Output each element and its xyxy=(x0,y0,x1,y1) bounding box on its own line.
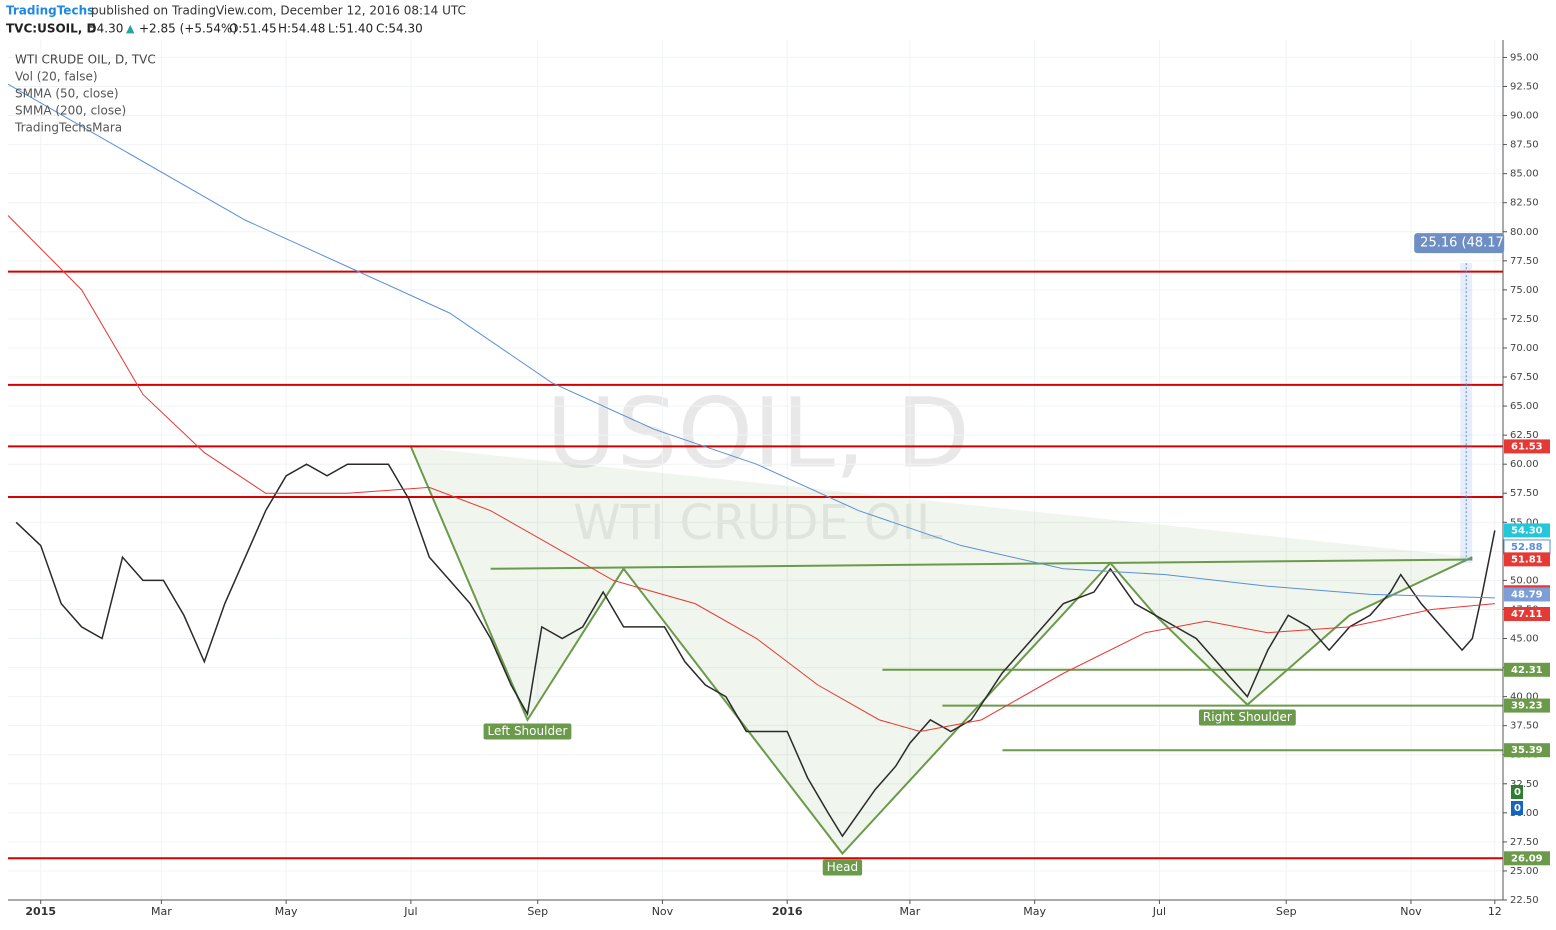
x-tick-label: 12 xyxy=(1488,905,1502,918)
y-tick-label: 45.00 xyxy=(1510,634,1539,645)
watermark-name: WTI CRUDE OIL xyxy=(573,495,943,551)
pattern-label-bg xyxy=(822,859,863,876)
legend-vol: Vol (20, false) xyxy=(15,70,98,84)
y-tick-label: 32.50 xyxy=(1510,779,1539,790)
x-tick-label: May xyxy=(275,905,298,918)
indicator-label-bg xyxy=(1511,801,1523,815)
price-label: 39.23 xyxy=(1511,701,1543,712)
price-label-bg xyxy=(1504,851,1550,866)
close: C:54.30 xyxy=(376,22,423,36)
y-tick-label: 25.00 xyxy=(1510,866,1539,877)
open: O:51.45 xyxy=(229,22,277,36)
x-tick-label: Sep xyxy=(1276,905,1297,918)
x-tick-label: Mar xyxy=(151,905,172,918)
y-tick-label: 75.00 xyxy=(1510,285,1539,296)
x-tick-label: 2016 xyxy=(772,905,803,918)
y-tick-label: 62.50 xyxy=(1510,430,1539,441)
pattern-label: Head xyxy=(827,860,858,874)
y-tick-label: 50.00 xyxy=(1510,575,1539,586)
price-label: 51.81 xyxy=(1511,554,1543,565)
x-tick-label: Mar xyxy=(900,905,921,918)
price-label-bg xyxy=(1504,662,1550,677)
price-label-bg xyxy=(1504,743,1550,758)
x-tick-label: 2015 xyxy=(25,905,56,918)
price-label: 48.79 xyxy=(1511,589,1543,600)
x-tick-label: Sep xyxy=(527,905,548,918)
y-tick-label: 37.50 xyxy=(1510,721,1539,732)
pattern-area xyxy=(410,446,1473,854)
legend-smma50: SMMA (50, close) xyxy=(15,87,119,101)
y-tick-label: 70.00 xyxy=(1510,343,1539,354)
y-tick-label: 27.50 xyxy=(1510,837,1539,848)
y-tick-label: 80.00 xyxy=(1510,227,1539,238)
price-line xyxy=(8,215,1495,732)
y-tick-label: 72.50 xyxy=(1510,314,1539,325)
y-tick-label: 82.50 xyxy=(1510,198,1539,209)
y-tick-label: 40.00 xyxy=(1510,692,1539,703)
price-line xyxy=(15,463,1496,838)
price-label-bg xyxy=(1504,587,1550,602)
y-tick-label: 77.50 xyxy=(1510,256,1539,267)
publisher[interactable]: TradingTechs xyxy=(6,4,94,18)
symbol: TVC:USOIL, D xyxy=(6,22,97,36)
y-tick-label: 95.00 xyxy=(1510,52,1539,63)
x-tick-label: Jul xyxy=(1152,905,1166,918)
measure-label-bg xyxy=(1414,233,1505,254)
pattern-label: Right Shoulder xyxy=(1203,710,1292,724)
pattern-label-bg xyxy=(483,723,572,740)
y-tick-label: 85.00 xyxy=(1510,169,1539,180)
measure-label: 25.16 (48.17% xyxy=(1420,236,1516,251)
indicator-label: 0 xyxy=(1514,787,1521,798)
legend-smma200: SMMA (200, close) xyxy=(15,104,126,118)
low: L:51.40 xyxy=(328,22,373,36)
y-tick-label: 92.50 xyxy=(1510,81,1539,92)
price-label-bg xyxy=(1504,523,1550,538)
price-label-bg xyxy=(1504,698,1550,713)
y-tick-label: 22.50 xyxy=(1510,895,1539,906)
watermark: USOIL, D WTI CRUDE OIL xyxy=(546,377,970,551)
legend-main: WTI CRUDE OIL, D, TVC xyxy=(15,53,156,67)
y-tick-label: 55.00 xyxy=(1510,517,1539,528)
high: H:54.48 xyxy=(278,22,325,36)
published: published on TradingView.com, December 1… xyxy=(91,4,466,18)
price-line xyxy=(8,83,1495,599)
neckline xyxy=(490,558,1473,570)
watermark-symbol: USOIL, D xyxy=(546,377,970,489)
price-label: 42.31 xyxy=(1511,665,1543,676)
legend-script: TradingTechsMara xyxy=(14,121,122,135)
x-tick-label: Nov xyxy=(652,905,674,918)
y-tick-label: 65.00 xyxy=(1510,401,1539,412)
price-label: 26.09 xyxy=(1511,853,1543,864)
up-arrow: ▲ xyxy=(126,22,135,35)
price-label: 54.30 xyxy=(1511,525,1543,536)
x-tick-label: May xyxy=(1023,905,1046,918)
y-tick-label: 60.00 xyxy=(1510,459,1539,470)
price-label: 47.11 xyxy=(1511,609,1543,620)
x-tick-label: Jul xyxy=(403,905,417,918)
price-label: 61.53 xyxy=(1511,441,1543,452)
pattern-label-bg xyxy=(1198,709,1296,726)
y-tick-label: 67.50 xyxy=(1510,372,1539,383)
pattern-label: Left Shoulder xyxy=(488,724,568,738)
y-tick-label: 87.50 xyxy=(1510,140,1539,151)
y-tick-label: 30.00 xyxy=(1510,808,1539,819)
price-label-bg xyxy=(1504,606,1550,621)
indicator-label-bg xyxy=(1511,785,1523,799)
indicator-label: 0 xyxy=(1514,803,1521,814)
x-tick-label: Nov xyxy=(1400,905,1422,918)
price-label: 52.88 xyxy=(1511,542,1543,553)
price-label: 35.39 xyxy=(1511,745,1543,756)
last-price: 54.30 xyxy=(89,22,123,36)
y-tick-label: 90.00 xyxy=(1510,111,1539,122)
y-tick-label: 57.50 xyxy=(1510,488,1539,499)
change: +2.85 (+5.54%) xyxy=(139,22,237,36)
price-label-bg xyxy=(1504,439,1550,454)
price-label-bg xyxy=(1504,552,1550,567)
